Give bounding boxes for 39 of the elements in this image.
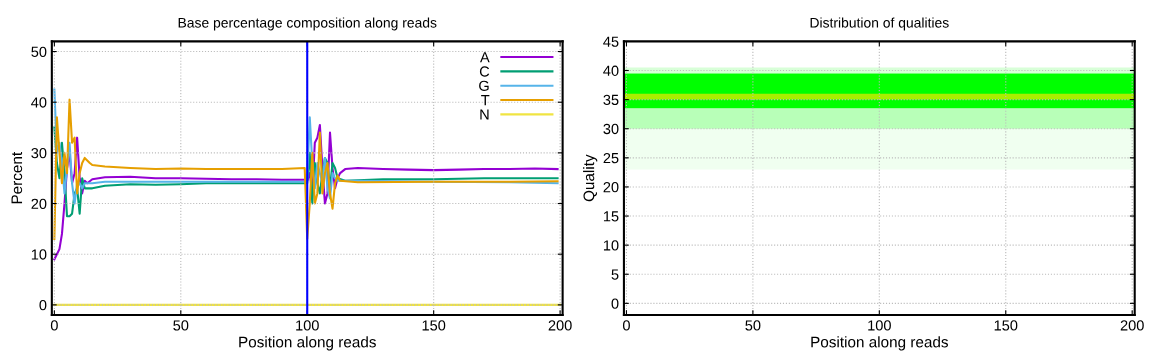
y-tick-label: 30 <box>31 147 47 159</box>
x-tick-label: 100 <box>296 320 319 331</box>
x-tick-label: 0 <box>622 320 630 331</box>
x-tick-label: 50 <box>745 320 761 331</box>
x-axis-title: Position along reads <box>239 336 376 351</box>
y-tick-label: 15 <box>603 211 619 222</box>
line-series <box>53 126 559 218</box>
y-axis-title: Percent <box>11 151 23 204</box>
legend-label: C <box>479 66 490 77</box>
chart-title: Distribution of qualities <box>810 17 949 31</box>
x-tick-label: 200 <box>1120 320 1144 331</box>
legend-label: G <box>479 80 489 91</box>
y-tick-label: 40 <box>31 97 47 108</box>
chart-title: Base percentage composition along reads <box>178 17 437 31</box>
y-tick-label: 20 <box>603 182 619 193</box>
y-tick-label: 0 <box>611 298 619 309</box>
y-tick-label: 35 <box>603 94 619 106</box>
x-axis-title: Position along reads <box>811 336 948 351</box>
y-axis-title: Quality <box>583 154 598 202</box>
legend-label: N <box>480 109 489 120</box>
x-tick-label: 100 <box>868 320 891 331</box>
y-tick-label: 5 <box>611 269 619 280</box>
legend-label: A <box>480 52 490 63</box>
x-tick-label: 150 <box>422 320 446 331</box>
y-tick-label: 40 <box>603 65 619 76</box>
y-tick-label: 25 <box>603 152 619 164</box>
legend-label: T <box>481 95 490 106</box>
x-tick-label: 150 <box>994 320 1018 331</box>
y-tick-label: 10 <box>31 249 47 260</box>
y-tick-label: 0 <box>39 299 47 311</box>
y-tick-label: 30 <box>603 123 619 135</box>
y-tick-label: 20 <box>31 198 47 209</box>
x-tick-label: 0 <box>50 320 58 331</box>
x-tick-label: 200 <box>548 320 572 331</box>
y-tick-label: 45 <box>603 36 619 47</box>
y-tick-label: 50 <box>31 46 47 57</box>
y-tick-label: 10 <box>603 240 619 251</box>
line-series <box>53 123 559 261</box>
x-tick-label: 50 <box>173 320 189 331</box>
